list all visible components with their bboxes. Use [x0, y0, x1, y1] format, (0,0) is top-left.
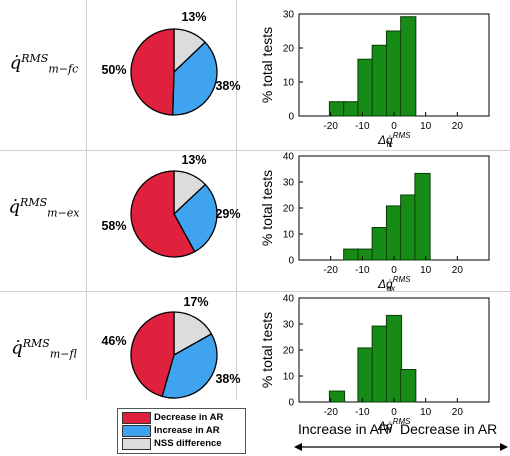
- pie-slice-increase-in-ar: [173, 183, 218, 253]
- pie-slice-decrease-in-ar: [130, 311, 175, 398]
- y-axis-label: % total tests: [259, 170, 275, 246]
- pie-label: 58%: [101, 219, 126, 233]
- legend-swatch-increase: [122, 425, 151, 437]
- y-tick-label: 30: [283, 320, 295, 331]
- histogram-bar: [343, 101, 360, 117]
- histogram-bar: [371, 44, 388, 117]
- column-divider: [86, 0, 87, 400]
- histogram-bar: [343, 248, 360, 261]
- legend-swatch-nss: [122, 438, 151, 450]
- x-tick-label: 20: [452, 407, 464, 418]
- histogram-bar: [414, 172, 431, 261]
- x-tick-label: 20: [452, 121, 464, 132]
- x-tick-label: -20: [323, 265, 338, 276]
- pie-chart-2: 46% 38% 17%: [101, 295, 241, 399]
- x-axis-label: Δq̇RMS fl: [377, 417, 411, 435]
- row-label-fc: q̇RMSm−fc: [9, 52, 79, 76]
- pie-slice-increase-in-ar: [161, 333, 218, 399]
- row-label-ex: q̇RMSm−ex: [8, 196, 80, 220]
- decrease-ar-label: Decrease in AR: [400, 421, 498, 437]
- y-tick-label: 30: [283, 10, 295, 21]
- row-label-fl: q̇RMSm−fl: [11, 337, 77, 361]
- histogram-2: 0 10 20 30 40 -20 -10 0 10 20 % total tests Δq̇RMS f…: [259, 294, 490, 435]
- x-tick-label: -10: [355, 265, 370, 276]
- legend: Decrease in AR Increase in AR NSS differ…: [117, 408, 246, 454]
- histogram-bar: [328, 390, 346, 403]
- y-axis-label: % total tests: [259, 27, 275, 103]
- pie-label: 17%: [183, 295, 208, 309]
- histogram-bar: [385, 30, 403, 117]
- x-tick-label: 10: [420, 265, 432, 276]
- increase-ar-label: Increase in AR: [298, 421, 390, 437]
- histogram-bar: [385, 205, 403, 261]
- x-tick-label: 0: [391, 121, 397, 132]
- pie-slice-increase-in-ar: [171, 41, 218, 116]
- y-tick-label: 10: [283, 78, 295, 89]
- y-tick-label: 10: [283, 230, 295, 241]
- histogram-bar: [357, 347, 374, 403]
- pie-slice-decrease-in-ar: [130, 170, 196, 258]
- histogram-bar: [400, 194, 417, 261]
- row-divider: [0, 291, 510, 292]
- x-axis-label: Δq̇RMS fc: [377, 131, 411, 149]
- histogram-bar: [385, 314, 403, 403]
- x-tick-label: -10: [355, 121, 370, 132]
- pie-label: 13%: [181, 153, 206, 167]
- x-tick-label: 10: [420, 121, 432, 132]
- y-tick-label: 20: [283, 44, 295, 55]
- pie-label: 29%: [215, 207, 240, 221]
- histogram-bar: [357, 58, 374, 117]
- x-tick-label: 10: [420, 407, 432, 418]
- y-tick-label: 40: [283, 294, 295, 305]
- x-tick-label: 0: [391, 265, 397, 276]
- legend-label-increase: Increase in AR: [154, 425, 220, 436]
- x-tick-label: -10: [355, 407, 370, 418]
- histogram-bar: [371, 227, 388, 261]
- legend-item-nss: NSS difference: [122, 438, 222, 450]
- pie-chart-1: 58% 29% 13%: [101, 153, 241, 258]
- ar-double-arrow: [294, 443, 508, 451]
- column-divider: [236, 0, 237, 400]
- histogram-bar: [371, 325, 388, 403]
- y-tick-label: 0: [288, 256, 294, 267]
- histogram-bar: [400, 369, 417, 403]
- pie-chart-0: 50% 38% 13%: [101, 10, 241, 116]
- histogram-1: 0 10 20 30 40 -20 -10 0 10 20 % total tests Δq̇RMS e…: [259, 152, 490, 293]
- y-tick-label: 0: [288, 398, 294, 409]
- y-tick-label: 10: [283, 372, 295, 383]
- pie-label: 38%: [215, 79, 240, 93]
- y-tick-label: 20: [283, 346, 295, 357]
- y-tick-label: 20: [283, 204, 295, 215]
- pie-label: 13%: [181, 10, 206, 24]
- y-tick-label: 40: [283, 152, 295, 163]
- histogram-bar: [357, 248, 374, 261]
- histogram-bar: [400, 16, 417, 117]
- y-tick-label: 0: [288, 112, 294, 123]
- x-tick-label: 20: [452, 265, 464, 276]
- x-axis-label: Δq̇RMS ex: [377, 275, 411, 293]
- y-tick-label: 30: [283, 178, 295, 189]
- legend-label-decrease: Decrease in AR: [154, 412, 224, 423]
- pie-slice-decrease-in-ar: [130, 28, 175, 116]
- pie-slice-nss-difference: [173, 311, 213, 357]
- pie-label: 46%: [101, 334, 126, 348]
- histogram-0: 0 10 20 30 -20 -10 0 10 20 % total tests Δq̇RMS fc: [259, 10, 490, 149]
- x-tick-label: 0: [391, 407, 397, 418]
- legend-swatch-decrease: [122, 412, 151, 424]
- x-tick-label: -20: [323, 407, 338, 418]
- legend-label-nss: NSS difference: [154, 438, 222, 449]
- legend-item-decrease: Decrease in AR: [122, 412, 223, 424]
- y-axis-label: % total tests: [259, 312, 275, 388]
- x-tick-label: -20: [323, 121, 338, 132]
- histogram-bar: [328, 101, 346, 117]
- pie-label: 38%: [215, 372, 240, 386]
- row-divider: [0, 150, 510, 151]
- pie-label: 50%: [101, 63, 126, 77]
- legend-item-increase: Increase in AR: [122, 425, 220, 437]
